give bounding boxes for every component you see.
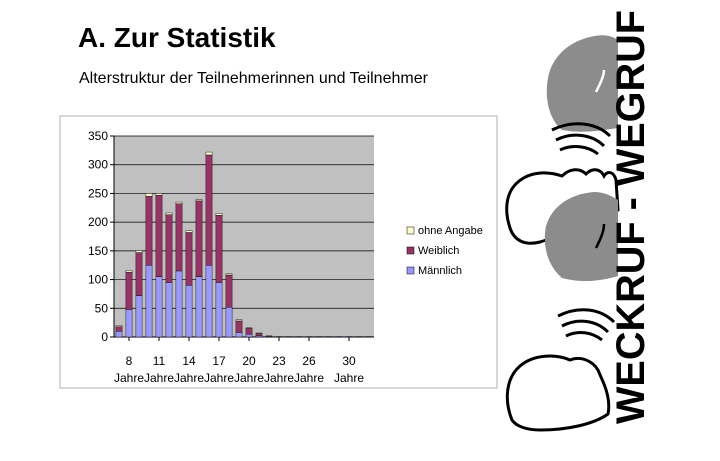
logo-head-gray-top (546, 35, 618, 132)
x-tick-label-unit: Jahre (294, 371, 324, 385)
bar-segment (215, 215, 223, 283)
bar-segment (195, 199, 203, 202)
y-tick-label: 300 (88, 158, 108, 172)
bar-segment (205, 151, 213, 156)
bar-segment (225, 273, 233, 276)
y-tick-label: 100 (88, 273, 108, 287)
bar-segment (155, 276, 163, 338)
bar-segment (155, 194, 163, 277)
bar-segment (165, 212, 173, 215)
bar-segment (335, 336, 343, 338)
bar-segment (305, 336, 313, 338)
legend-label: Männlich (418, 265, 462, 277)
y-tick-label: 150 (88, 244, 108, 258)
bar-segment (355, 336, 363, 338)
x-tick-label: 30 (342, 354, 356, 368)
x-tick-label: 20 (242, 354, 256, 368)
bar-segment (165, 282, 173, 338)
bar-segment (225, 274, 233, 308)
bar-segment (145, 193, 153, 197)
legend-swatch (406, 246, 415, 255)
chart-subtitle: Alterstruktur der Teilnehmerinnen und Te… (79, 70, 428, 87)
bar-segment (135, 252, 143, 296)
x-tick-label-unit: Jahre (144, 371, 174, 385)
bar-segment (115, 326, 123, 332)
bar-segment (135, 295, 143, 338)
bar-segment (315, 336, 323, 338)
x-tick-label: 17 (212, 354, 226, 368)
logo-sound-waves-bottom (557, 308, 616, 342)
logo-mouth-top (594, 69, 606, 93)
logo-head-outline-bottom (505, 354, 611, 432)
bar-segment (235, 332, 243, 338)
bar-segment (185, 285, 193, 338)
y-tick-label: 50 (95, 301, 109, 315)
bar-segment (325, 336, 333, 338)
bar-segment (125, 271, 133, 310)
logo-sound-waves-mid (551, 122, 612, 156)
logo-mouth-mid (594, 223, 606, 249)
legend-swatch (406, 266, 415, 275)
bar-segment (255, 333, 263, 337)
bar-segment (245, 333, 253, 338)
bar-segment (295, 336, 303, 338)
bar-segment (175, 270, 183, 338)
x-tick-label-unit: Jahre (204, 371, 234, 385)
bar-segment (125, 309, 133, 338)
bar-segment (345, 336, 353, 338)
bar-segment (235, 319, 243, 322)
bar-segment (245, 328, 253, 335)
y-tick-label: 250 (88, 186, 108, 200)
bar-segment (195, 276, 203, 338)
bar-segment (215, 282, 223, 338)
x-tick-label: 11 (153, 354, 166, 368)
bar-segment (135, 250, 143, 253)
bar-segment (265, 335, 273, 337)
bar-segment (225, 306, 233, 338)
bar-segment (125, 270, 133, 273)
x-tick-label: 8 (126, 354, 133, 368)
bar-segment (275, 336, 283, 338)
bar-segment (205, 265, 213, 338)
bar-segment (175, 201, 183, 204)
bar-segment (145, 196, 153, 266)
bar-segment (185, 232, 193, 286)
bar-segment (255, 332, 263, 334)
logo-head-gray-mid (544, 192, 618, 282)
weckruf-logo: WECKRUF - WEGRUF (505, 10, 653, 432)
x-tick-label-unit: Jahre (264, 371, 294, 385)
x-tick-label-unit: Jahre (234, 371, 264, 385)
plot-area (114, 136, 374, 337)
bar-segment (115, 325, 123, 327)
legend-label: ohne Angabe (418, 225, 483, 237)
bar-segment (165, 214, 173, 283)
bar-segment (185, 230, 193, 233)
bar-segment (155, 193, 163, 196)
slide-title: A. Zur Statistik (78, 22, 276, 53)
logo-text: WECKRUF - WEGRUF (609, 10, 653, 424)
x-tick-label: 26 (302, 354, 316, 368)
x-tick-label: 14 (182, 354, 196, 368)
legend-label: Weiblich (418, 245, 459, 257)
bar-segment (245, 327, 253, 329)
legend-swatch (406, 226, 415, 235)
bar-segment (195, 200, 203, 277)
bar-segment (175, 203, 183, 272)
y-tick-label: 0 (101, 330, 108, 344)
x-tick-label: 23 (272, 354, 286, 368)
bar-segment (205, 154, 213, 266)
x-tick-label-unit: Jahre (334, 371, 364, 385)
bar-segment (215, 213, 223, 216)
bar-segment (145, 265, 153, 338)
x-tick-label-unit: Jahre (114, 371, 144, 385)
x-tick-label-unit: Jahre (174, 371, 204, 385)
y-tick-label: 350 (88, 129, 108, 143)
y-tick-label: 200 (88, 215, 108, 229)
bar-segment (365, 336, 373, 338)
bar-segment (235, 320, 243, 333)
bar-segment (115, 331, 123, 338)
bar-segment (285, 336, 293, 338)
